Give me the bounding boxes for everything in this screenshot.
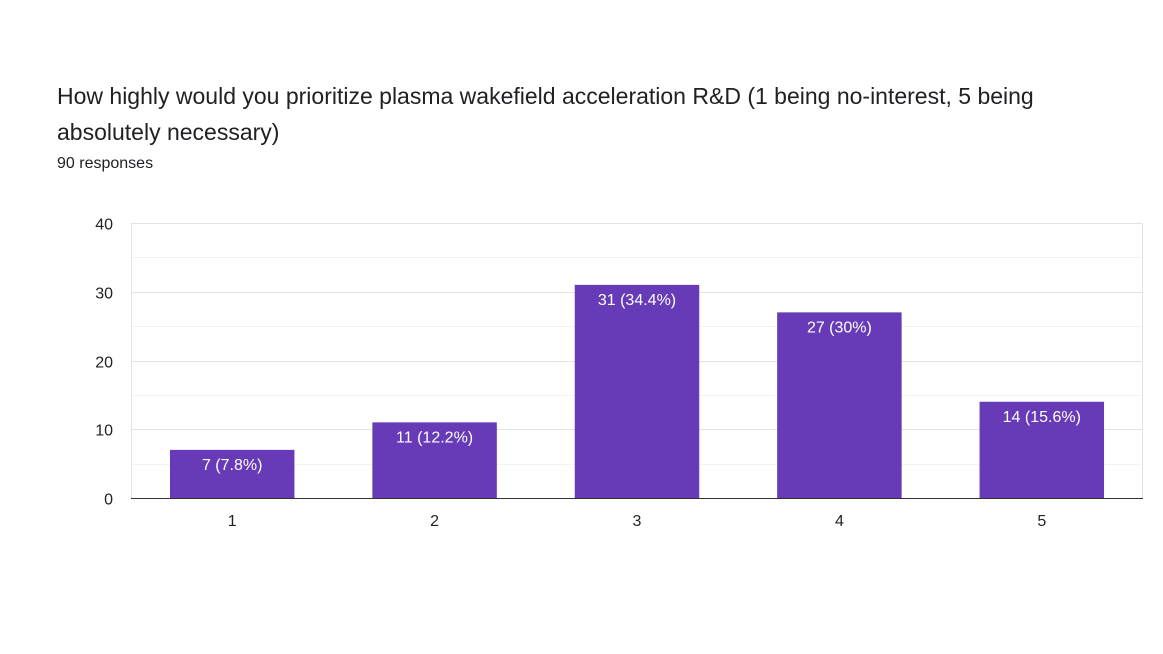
bar-3 <box>574 284 700 498</box>
x-tick-label: 3 <box>633 513 642 530</box>
response-count: 90 responses <box>57 155 154 172</box>
y-tick-label: 0 <box>104 492 113 509</box>
bar-4 <box>777 312 902 498</box>
y-tick-label: 40 <box>95 217 113 234</box>
y-tick-label: 30 <box>95 286 113 303</box>
bar-data-label: 27 (30%) <box>807 319 872 336</box>
bar-data-label: 7 (7.8%) <box>202 457 262 474</box>
bar-data-label: 14 (15.6%) <box>1003 409 1081 426</box>
x-tick-label: 2 <box>430 513 439 530</box>
bar-data-label: 11 (12.2%) <box>396 429 473 446</box>
chart-title: How highly would you prioritize plasma w… <box>57 83 1034 145</box>
bar-1 <box>169 449 295 498</box>
x-tick-label: 1 <box>228 513 237 530</box>
bar-data-label: 31 (34.4%) <box>598 292 676 309</box>
bar-2 <box>372 422 497 498</box>
x-tick-label: 5 <box>1037 513 1046 530</box>
y-tick-label: 10 <box>95 423 113 440</box>
x-tick-label: 4 <box>835 513 844 530</box>
y-tick-label: 20 <box>95 355 113 372</box>
bar-5 <box>979 401 1105 498</box>
